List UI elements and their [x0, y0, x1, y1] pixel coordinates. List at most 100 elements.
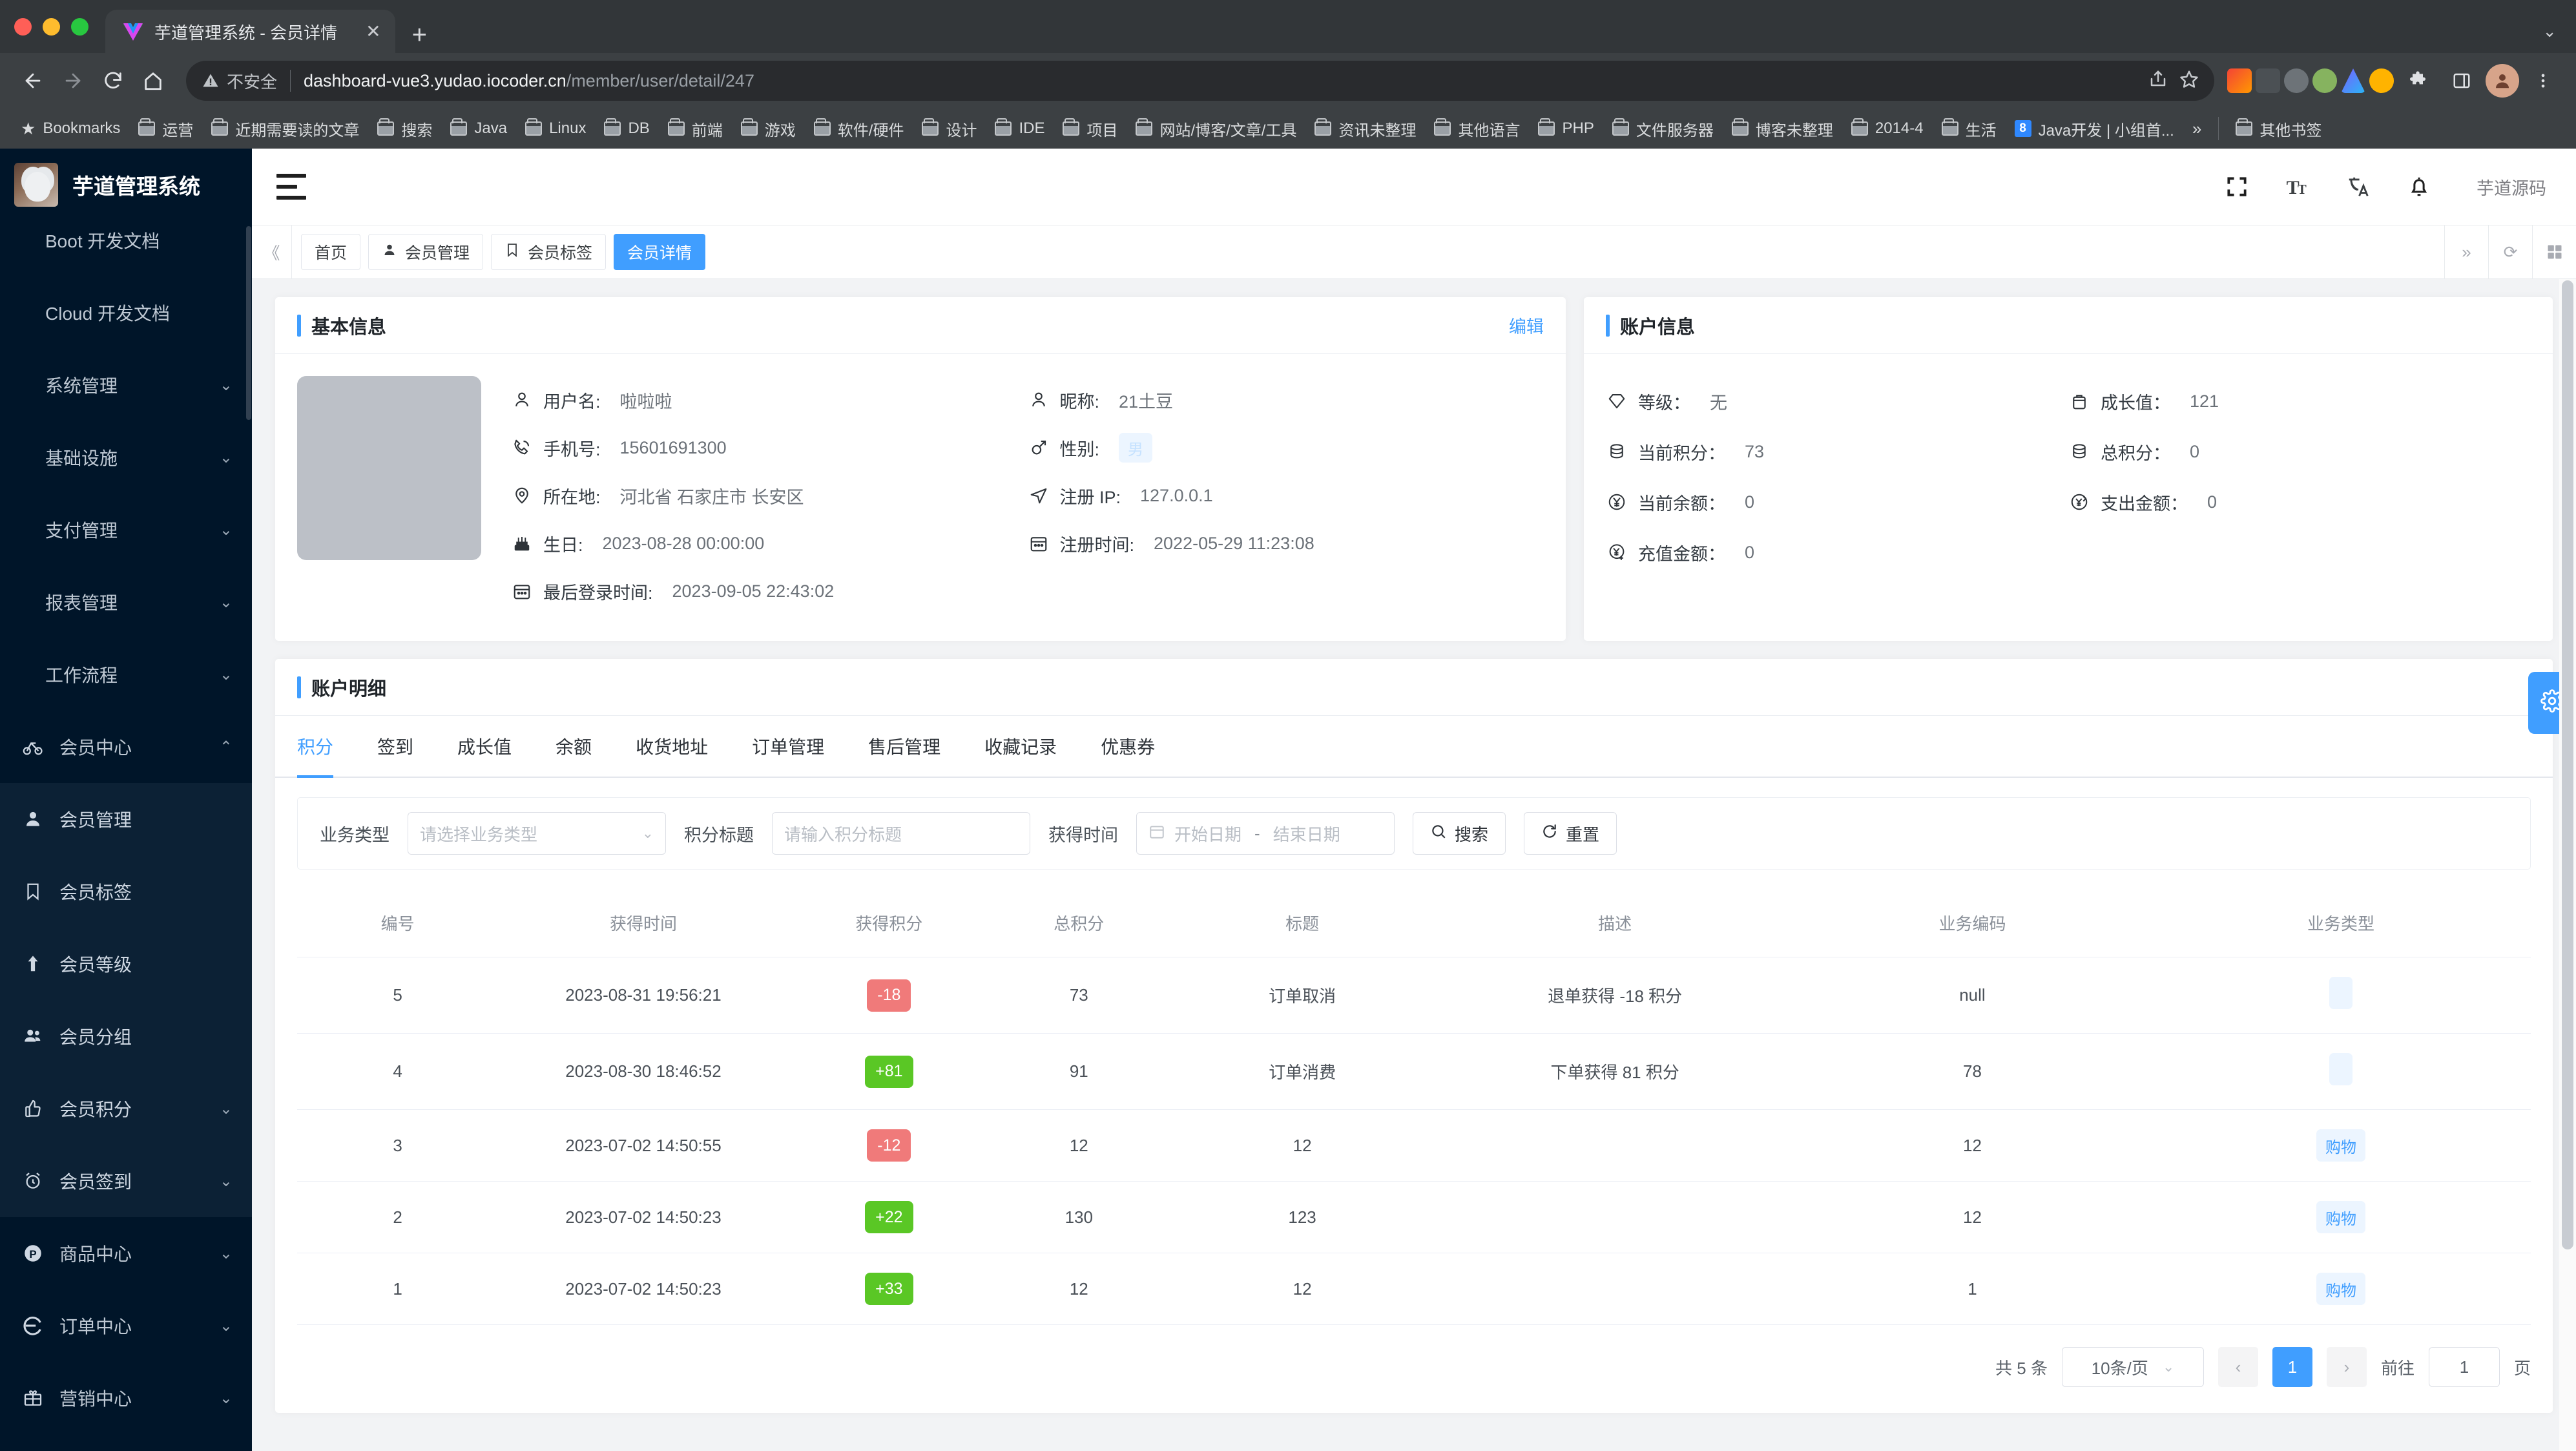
bookmark-item[interactable]: 其他语言	[1425, 118, 1529, 140]
bookmarks-overflow-icon[interactable]: »	[2192, 118, 2202, 138]
bookmark-bookmarks[interactable]: ★ Bookmarks	[21, 118, 121, 138]
table-row[interactable]: 1 2023-07-02 14:50:23 +33 12 12 1 购物	[297, 1253, 2531, 1325]
edit-link[interactable]: 编辑	[1509, 317, 1544, 337]
tab-growth[interactable]: 成长值	[457, 737, 512, 757]
page-scrollbar[interactable]	[2559, 279, 2576, 1451]
sidebar-item-member-tag[interactable]: 会员标签	[0, 855, 252, 928]
sidebar-item-official-account[interactable]: 公众号管理 ⌄	[0, 1434, 252, 1451]
extension-icon-5[interactable]	[2341, 68, 2365, 93]
bookmark-item[interactable]: 前端	[659, 118, 732, 140]
share-icon[interactable]	[2148, 69, 2168, 93]
tab-aftersale[interactable]: 售后管理	[868, 737, 941, 757]
bookmark-item[interactable]: 文件服务器	[1603, 118, 1723, 140]
prev-page-button[interactable]: ‹	[2218, 1347, 2258, 1387]
sidebar-item-member-group[interactable]: 会员分组	[0, 1000, 252, 1072]
bookmark-item[interactable]: 近期需要读的文章	[202, 118, 368, 140]
profile-avatar[interactable]	[2486, 64, 2519, 98]
new-tab-button[interactable]: +	[411, 21, 427, 49]
jump-page-input[interactable]: 1	[2428, 1347, 2500, 1387]
tab-points[interactable]: 积分	[297, 716, 355, 778]
tab-balance[interactable]: 余额	[556, 737, 592, 757]
bookmark-item[interactable]: 游戏	[732, 118, 805, 140]
tab-coupons[interactable]: 优惠券	[1101, 737, 1156, 757]
sidebar-item-member-signin[interactable]: 会员签到 ⌄	[0, 1145, 252, 1217]
close-window-button[interactable]	[14, 17, 32, 36]
sidebar-item-infra[interactable]: 基础设施 ⌄	[45, 448, 233, 468]
bookmark-item[interactable]: 资讯未整理	[1305, 118, 1425, 140]
sidebar-item-boot-docs[interactable]: Boot 开发文档	[45, 231, 160, 251]
page-scrollbar-thumb[interactable]	[2562, 280, 2573, 1249]
bookmark-item-java-dev[interactable]: 8 Java开发 | 小组首...	[2006, 118, 2183, 140]
sidebar-item-member-level[interactable]: 会员等级	[0, 928, 252, 1000]
bookmark-item[interactable]: Linux	[516, 118, 595, 138]
extension-icon-6[interactable]	[2369, 68, 2394, 93]
bell-icon[interactable]	[2404, 172, 2434, 202]
bookmark-item[interactable]: 博客未整理	[1723, 118, 1842, 140]
brand[interactable]: 芋道管理系统	[0, 149, 252, 216]
bookmark-item[interactable]: 搜索	[368, 118, 441, 140]
address-bar[interactable]: 不安全 dashboard-vue3.yudao.iocoder.cn/memb…	[186, 61, 2214, 101]
bookmark-item[interactable]: 网站/博客/文章/工具	[1127, 118, 1305, 140]
bookmark-item[interactable]: 生活	[1933, 118, 2006, 140]
bookmark-item[interactable]: PHP	[1529, 118, 1603, 138]
bookmark-item[interactable]: 软件/硬件	[805, 118, 913, 140]
sidebar-item-member-point[interactable]: 会员积分 ⌄	[0, 1072, 252, 1145]
sidebar-item-member-center[interactable]: 会员中心 ⌃	[0, 711, 252, 783]
table-row[interactable]: 4 2023-08-30 18:46:52 +81 91 订单消费 下单获得 8…	[297, 1033, 2531, 1110]
sidebar-item-product-center[interactable]: P 商品中心 ⌄	[0, 1217, 252, 1289]
tag-member-detail[interactable]: 会员详情	[614, 234, 706, 270]
forward-icon[interactable]	[53, 61, 93, 101]
sidebar-item-report[interactable]: 报表管理 ⌄	[45, 593, 233, 613]
biz-type-select[interactable]: 请选择业务类型 ⌄	[408, 812, 666, 855]
sidebar-toggle-icon[interactable]	[2442, 61, 2482, 101]
bookmark-star-icon[interactable]	[2179, 69, 2199, 93]
close-tab-icon[interactable]: ✕	[366, 21, 381, 41]
fullscreen-icon[interactable]	[2222, 172, 2252, 202]
sidebar-item-marketing-center[interactable]: 营销中心 ⌄	[0, 1362, 252, 1434]
current-user-name[interactable]: 芋道源码	[2477, 178, 2546, 198]
minimize-window-button[interactable]	[43, 17, 60, 36]
extension-icon-2[interactable]	[2256, 68, 2280, 93]
bookmark-item[interactable]: 运营	[129, 118, 202, 140]
sidebar-item-workflow[interactable]: 工作流程 ⌄	[45, 665, 233, 685]
bookmark-item[interactable]: 2014-4	[1842, 118, 1933, 138]
grid-icon[interactable]	[2532, 225, 2576, 278]
reset-button[interactable]: 重置	[1524, 812, 1617, 855]
sidebar-item-system[interactable]: 系统管理 ⌄	[45, 376, 233, 396]
bookmark-item[interactable]: Java	[441, 118, 516, 138]
tab-address[interactable]: 收货地址	[636, 737, 709, 757]
tab-favorites[interactable]: 收藏记录	[984, 737, 1057, 757]
sidebar-scrollbar[interactable]	[245, 149, 252, 1451]
back-icon[interactable]	[13, 61, 53, 101]
sidebar-item-pay[interactable]: 支付管理 ⌄	[45, 521, 233, 541]
tag-member-tag[interactable]: 会员标签	[491, 234, 607, 270]
page-size-select[interactable]: 10条/页 ⌄	[2061, 1347, 2204, 1387]
page-button-1[interactable]: 1	[2272, 1347, 2312, 1387]
tags-scroll-left-icon[interactable]: 《	[252, 225, 292, 278]
date-range-picker[interactable]: 开始日期 - 结束日期	[1136, 812, 1395, 855]
home-icon[interactable]	[133, 61, 173, 101]
chrome-menu-icon[interactable]	[2523, 61, 2563, 101]
bookmark-item[interactable]: DB	[595, 118, 658, 138]
extension-icon-4[interactable]	[2312, 68, 2337, 93]
bookmark-other[interactable]: 其他书签	[2227, 118, 2331, 140]
bookmark-item[interactable]: IDE	[986, 118, 1054, 138]
table-row[interactable]: 2 2023-07-02 14:50:23 +22 130 123 12 购物	[297, 1181, 2531, 1253]
maximize-window-button[interactable]	[71, 17, 88, 36]
sidebar-item-cloud-docs[interactable]: Cloud 开发文档	[45, 304, 170, 324]
bookmark-item[interactable]: 项目	[1054, 118, 1127, 140]
search-button[interactable]: 搜索	[1413, 812, 1506, 855]
extension-icon-3[interactable]	[2284, 68, 2309, 93]
sidebar-scrollbar-thumb[interactable]	[246, 226, 251, 420]
translate-icon[interactable]	[2343, 172, 2373, 202]
sidebar-item-member-manage[interactable]: 会员管理	[0, 783, 252, 855]
collapse-menu-icon[interactable]	[276, 174, 306, 200]
refresh-icon[interactable]: ⟳	[2488, 225, 2532, 278]
tabstrip-expand-icon[interactable]: ⌄	[2542, 21, 2557, 41]
tab-orders[interactable]: 订单管理	[752, 737, 825, 757]
puzzle-extensions-icon[interactable]	[2398, 61, 2438, 101]
tab-signin[interactable]: 签到	[377, 737, 414, 757]
tags-scroll-right-icon[interactable]: »	[2444, 225, 2488, 278]
sidebar-item-order-center[interactable]: 订单中心 ⌄	[0, 1289, 252, 1362]
